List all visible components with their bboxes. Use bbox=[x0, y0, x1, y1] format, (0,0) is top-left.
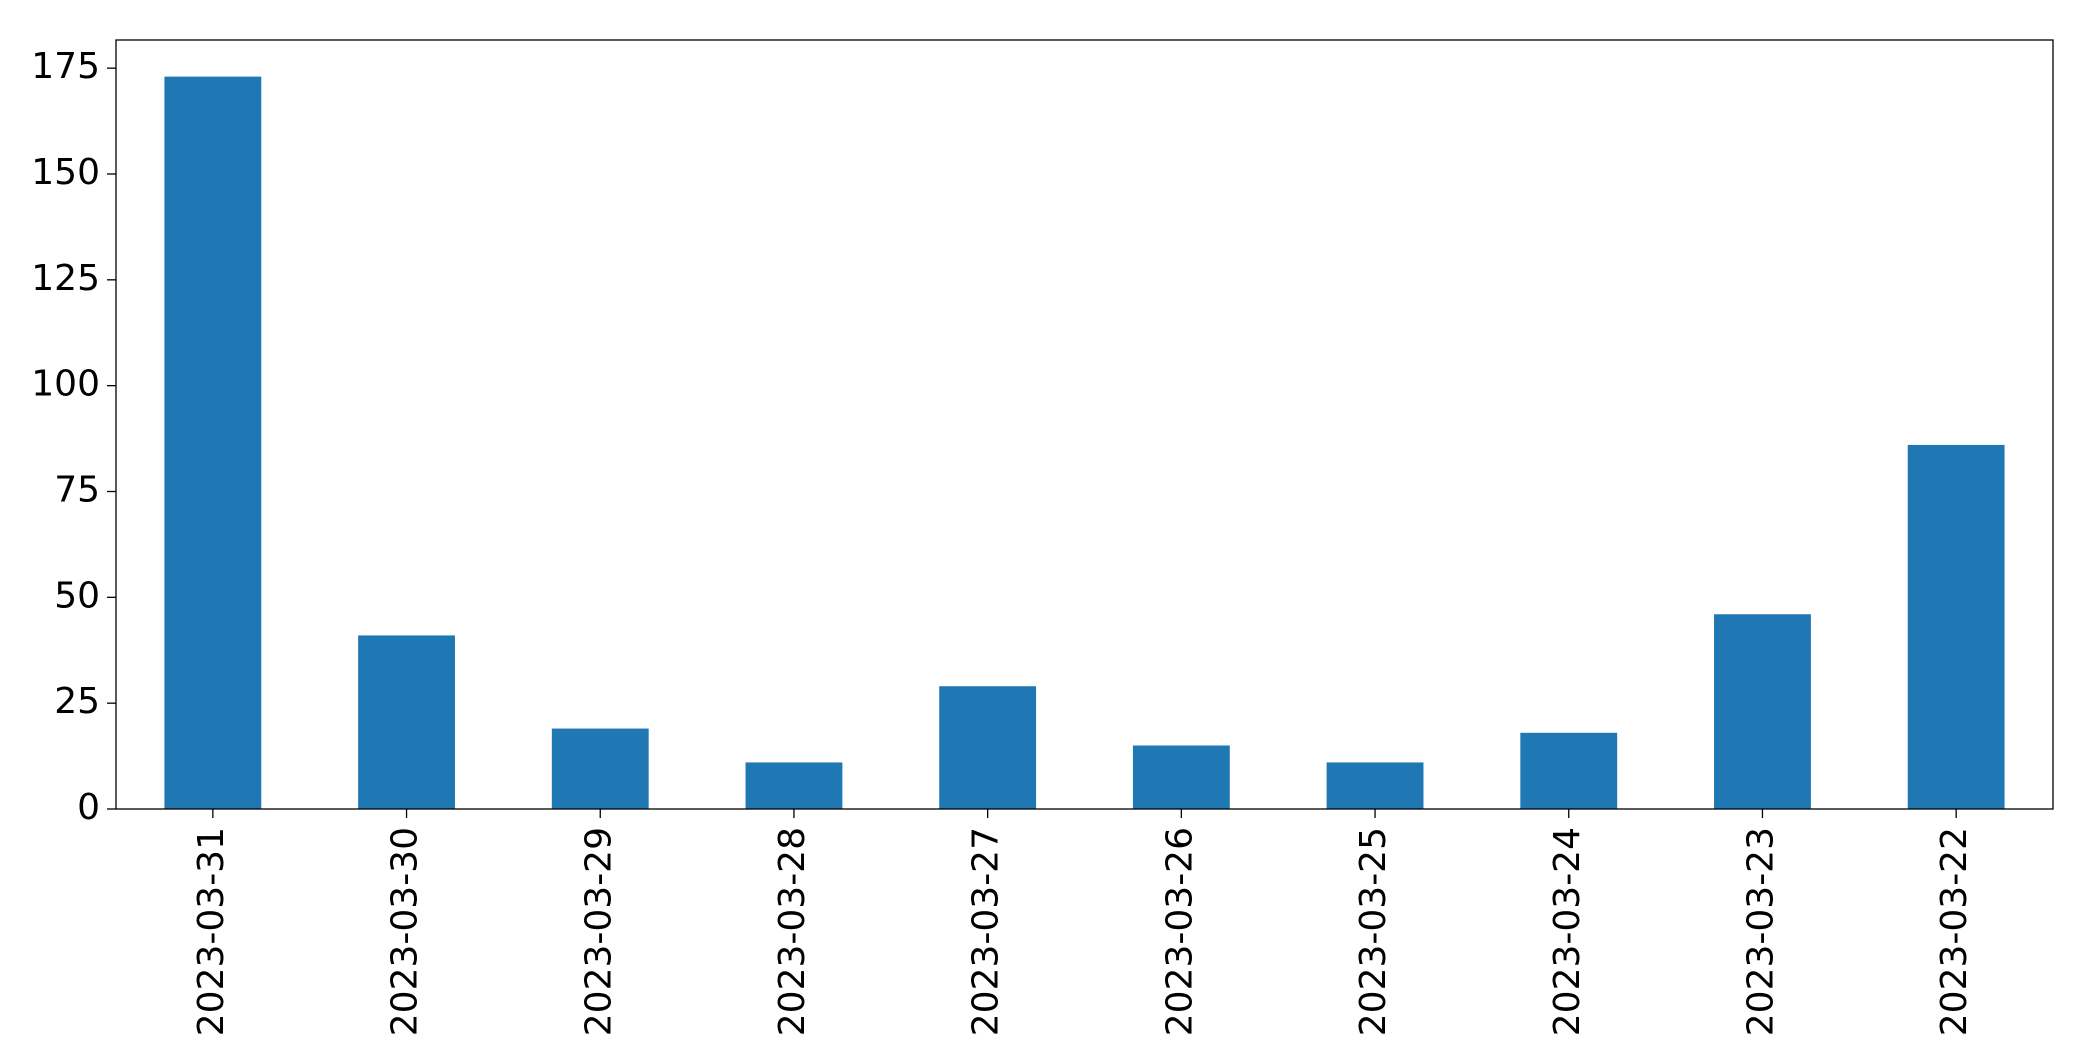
x-tick-label: 2023-03-23 bbox=[1740, 827, 1781, 1036]
y-tick-label: 25 bbox=[54, 681, 100, 722]
bar bbox=[164, 76, 262, 810]
x-tick-label: 2023-03-29 bbox=[578, 827, 619, 1036]
y-tick-label: 75 bbox=[54, 469, 100, 510]
x-tick-label: 2023-03-24 bbox=[1547, 827, 1588, 1036]
x-tick-label: 2023-03-27 bbox=[966, 827, 1007, 1036]
bar bbox=[939, 686, 1037, 809]
bar bbox=[358, 635, 455, 809]
y-tick-label: 175 bbox=[31, 46, 100, 87]
bar bbox=[1520, 732, 1618, 809]
plot-frame bbox=[115, 39, 2054, 810]
bar bbox=[551, 728, 649, 809]
y-tick-label: 0 bbox=[77, 787, 100, 828]
y-tick-label: 125 bbox=[31, 258, 100, 299]
x-tick-label: 2023-03-26 bbox=[1159, 827, 1200, 1036]
x-tick-label: 2023-03-30 bbox=[385, 827, 426, 1036]
x-tick-label: 2023-03-22 bbox=[1934, 827, 1975, 1036]
bar bbox=[1326, 762, 1424, 809]
y-tick-label: 100 bbox=[31, 364, 100, 405]
bar bbox=[1714, 614, 1811, 809]
x-tick-label: 2023-03-28 bbox=[772, 827, 813, 1036]
bar bbox=[745, 762, 843, 809]
x-tick-label: 2023-03-25 bbox=[1353, 827, 1394, 1036]
x-tick-label: 2023-03-31 bbox=[191, 827, 232, 1036]
y-tick-label: 150 bbox=[31, 152, 100, 193]
bar bbox=[1907, 444, 2005, 809]
y-tick-label: 50 bbox=[54, 575, 100, 616]
bar bbox=[1132, 745, 1230, 809]
